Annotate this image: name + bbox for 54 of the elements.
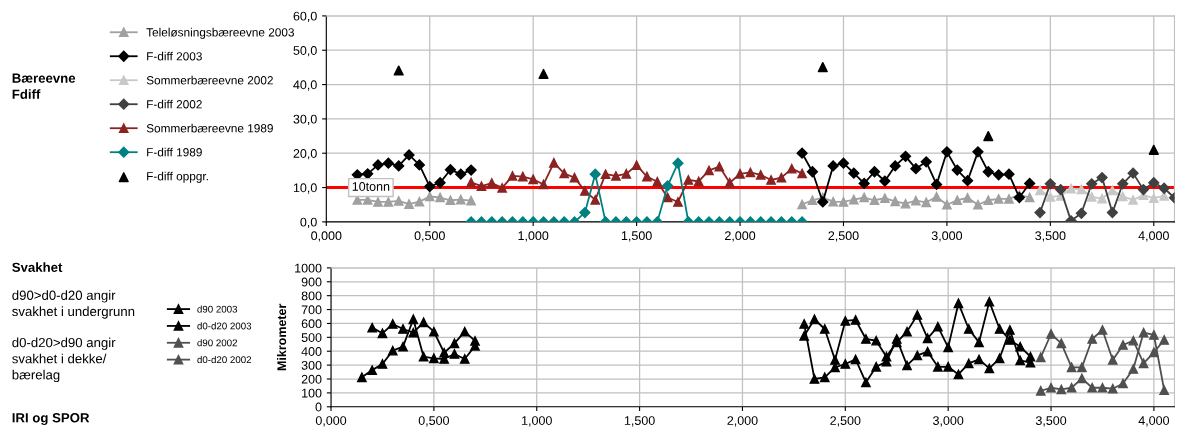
x-tick-label: 3,500 bbox=[1035, 231, 1066, 242]
x-tick-label: 2,000 bbox=[727, 416, 758, 427]
y-tick-label: 600 bbox=[301, 319, 322, 329]
text: d0-d20>d90 angir svakhet i dekke/ bærelag bbox=[12, 337, 116, 383]
legend-label: F-diff 1989 bbox=[147, 147, 202, 157]
x-tick-label: 0,500 bbox=[414, 231, 445, 242]
y-tick-label: 20,0 bbox=[293, 149, 317, 160]
x-tick-label: 1,500 bbox=[624, 416, 655, 427]
y-tick-label: 60,0 bbox=[293, 11, 317, 23]
text: Bæreevne Fdiff bbox=[12, 73, 76, 99]
x-tick-label: 3,000 bbox=[933, 416, 964, 427]
y-tick-label: 800 bbox=[301, 291, 322, 301]
legend-label: d0-d20 2002 bbox=[197, 355, 252, 364]
x-tick-label: 1,500 bbox=[621, 231, 652, 242]
y-tick-label: 400 bbox=[301, 347, 322, 356]
y-axis-title: Mikrometer bbox=[276, 303, 287, 371]
x-tick-label: 4,000 bbox=[1138, 416, 1170, 427]
ref-line-label: 10tonn bbox=[352, 182, 390, 191]
legend-label: F-diff oppgr. bbox=[147, 171, 208, 183]
x-tick-label: 1,000 bbox=[522, 416, 552, 427]
text: d90>d0-d20 angir svakhet i undergrunn bbox=[12, 290, 135, 319]
y-tick-label: 10,0 bbox=[293, 183, 317, 194]
legend-label: d90 2002 bbox=[197, 339, 238, 347]
y-tick-label: 200 bbox=[301, 374, 322, 384]
legend-label: d90 2003 bbox=[197, 305, 238, 313]
x-tick-label: 4,000 bbox=[1138, 231, 1169, 242]
y-tick-label: 1000 bbox=[295, 263, 322, 273]
x-tick-label: 3,000 bbox=[931, 231, 963, 242]
x-tick-label: 1,000 bbox=[518, 231, 549, 242]
legend-label: Sommerbæreevne 2002 bbox=[146, 75, 273, 85]
y-tick-label: 40,0 bbox=[293, 80, 317, 91]
x-tick-label: 2,000 bbox=[725, 231, 756, 242]
y-tick-label: 0 bbox=[315, 402, 322, 412]
x-tick-label: 2,500 bbox=[830, 416, 861, 427]
y-tick-label: 0,0 bbox=[300, 217, 317, 229]
text: IRI og SPOR bbox=[12, 413, 90, 426]
y-tick-label: 100 bbox=[302, 388, 322, 398]
y-tick-label: 300 bbox=[301, 360, 322, 370]
x-tick-label: 3,500 bbox=[1035, 416, 1067, 427]
y-tick-label: 30,0 bbox=[293, 114, 317, 126]
y-tick-label: 50,0 bbox=[293, 46, 317, 57]
x-tick-label: 0,500 bbox=[418, 416, 450, 427]
legend-label: Sommerbæreevne 1989 bbox=[146, 123, 273, 133]
x-tick-label: 0,000 bbox=[315, 416, 347, 427]
x-tick-label: 0,000 bbox=[311, 231, 342, 242]
legend-label: F-diff 2002 bbox=[147, 99, 202, 109]
x-tick-label: 2,500 bbox=[828, 231, 859, 242]
y-tick-label: 900 bbox=[301, 277, 322, 287]
legend-label: Teleløsningsbæreevne 2003 bbox=[146, 27, 294, 39]
legend-label: d0-d20 2003 bbox=[197, 322, 252, 330]
y-tick-label: 700 bbox=[301, 305, 322, 315]
legend-label: F-diff 2003 bbox=[147, 51, 202, 61]
text: Svakhet bbox=[12, 262, 63, 272]
y-tick-label: 500 bbox=[301, 333, 322, 342]
